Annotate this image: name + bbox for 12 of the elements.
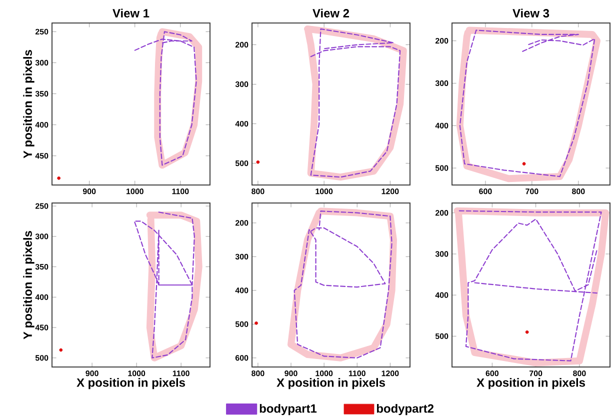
y-axis-title: Y position in pixels: [23, 50, 34, 158]
line-series: [310, 28, 401, 178]
chart-title: View 3: [512, 8, 550, 18]
y-axis-title: Y position in pixels: [23, 231, 34, 340]
x-axis-title: X position in pixels: [276, 378, 385, 390]
chart-title: View 2: [312, 8, 350, 18]
legend-label: bodypart1: [260, 404, 317, 416]
chart-title: View 1: [112, 8, 150, 18]
legend-label: bodypart2: [376, 404, 434, 416]
x-axis-title: X position in pixels: [76, 378, 185, 390]
x-axis-title: X position in pixels: [476, 378, 585, 390]
line-series: [134, 31, 197, 166]
